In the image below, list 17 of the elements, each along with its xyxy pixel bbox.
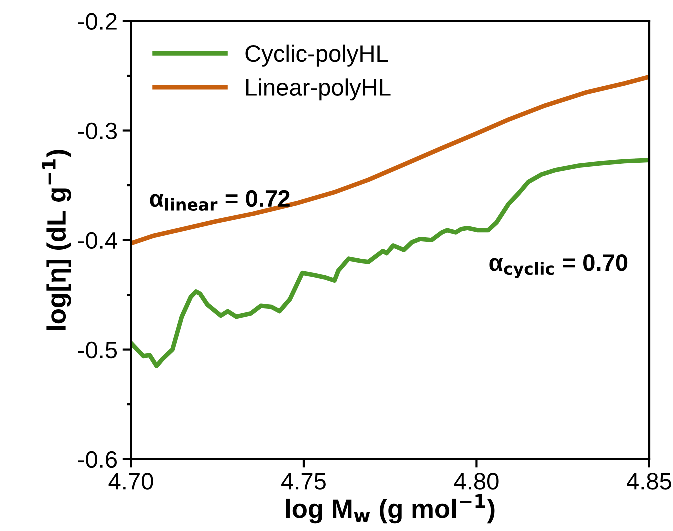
y-tick-label: -0.5 bbox=[78, 342, 118, 359]
y-axis-title: log[η] (dL g$^{−1}$) bbox=[42, 150, 72, 330]
y-tick-label: -0.4 bbox=[78, 232, 118, 250]
y-tick-label: -0.6 bbox=[78, 451, 118, 468]
x-tick-label: 4.80 bbox=[454, 473, 499, 490]
line-series bbox=[131, 158, 650, 368]
x-tick-label: 4.75 bbox=[282, 473, 326, 490]
x-tick-label: 4.85 bbox=[627, 473, 672, 490]
x-axis-title: log M$_{w}$ (g mol$^{−1}$) bbox=[286, 494, 495, 524]
annotation: α$_{linear}$ = 0.72 bbox=[150, 190, 290, 212]
y-tick-label: -0.2 bbox=[78, 13, 117, 30]
legend-label: Cyclic-polyHL bbox=[246, 44, 388, 67]
y-tick-label: -0.3 bbox=[78, 122, 118, 140]
annotation: α$_{cyclic}$ = 0.70 bbox=[490, 254, 628, 278]
legend-label: Linear-polyHL bbox=[246, 78, 391, 101]
line-series bbox=[131, 74, 650, 246]
x-tick-label: 4.70 bbox=[108, 473, 154, 490]
